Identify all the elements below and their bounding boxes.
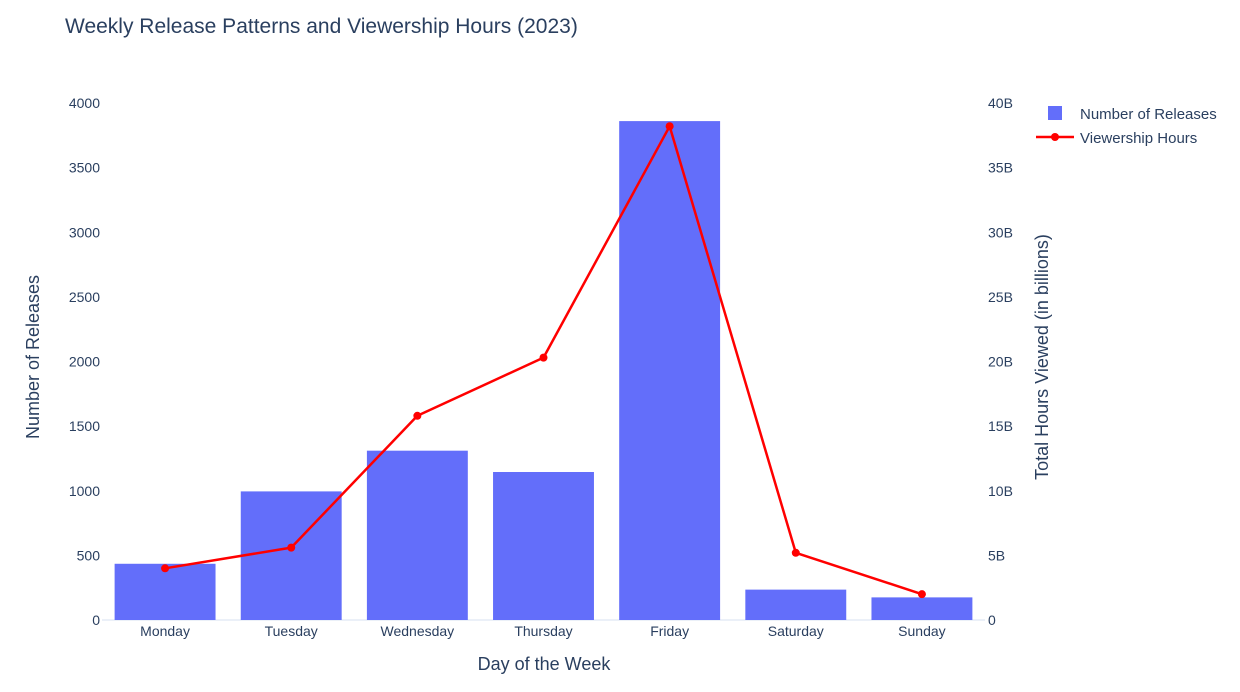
bars-layer — [114, 121, 973, 620]
legend-item-releases[interactable]: Number of Releases — [1048, 106, 1217, 123]
y-tick-label: 4000 — [69, 95, 100, 111]
right-axis-ticks: 0 5B 10B 15B 20B 25B 30B 35B 40B — [988, 95, 1013, 628]
viewership-point-saturday — [791, 548, 800, 557]
viewership-point-sunday — [917, 590, 926, 599]
viewership-point-tuesday — [287, 543, 296, 552]
bar-wednesday — [366, 450, 468, 620]
viewership-point-thursday — [539, 353, 548, 362]
legend-label-viewership: Viewership Hours — [1080, 130, 1197, 147]
left-axis-ticks: 0 500 1000 1500 2000 2500 3000 3500 4000 — [69, 95, 100, 628]
legend[interactable]: Number of Releases Viewership Hours — [1036, 106, 1217, 147]
bar-monday — [114, 563, 216, 620]
y-tick-label: 3000 — [69, 224, 100, 240]
chart-title: Weekly Release Patterns and Viewership H… — [65, 15, 578, 38]
y2-tick-label: 40B — [988, 95, 1013, 111]
bar-saturday — [745, 589, 847, 620]
y2-tick-label: 5B — [988, 547, 1005, 563]
legend-item-viewership[interactable]: Viewership Hours — [1036, 130, 1197, 147]
y-tick-label: 1000 — [69, 483, 100, 499]
bar-friday — [619, 121, 721, 620]
y-tick-label: 3500 — [69, 160, 100, 176]
viewership-point-friday — [665, 122, 674, 131]
legend-marker-swatch — [1051, 133, 1059, 141]
y2-tick-label: 20B — [988, 354, 1013, 370]
y2-tick-label: 25B — [988, 289, 1013, 305]
x-axis-ticks: Monday Tuesday Wednesday Thursday Friday Satu… — [140, 623, 946, 639]
y-tick-label: 2500 — [69, 289, 100, 305]
y-tick-label: 1500 — [69, 418, 100, 434]
viewership-point-wednesday — [413, 411, 422, 420]
x-tick-label: Sunday — [898, 623, 945, 639]
bar-thursday — [493, 472, 594, 620]
viewership-point-monday — [161, 564, 170, 573]
bar-sunday — [871, 597, 973, 620]
y-tick-label: 500 — [77, 547, 101, 563]
y2-tick-label: 0 — [988, 612, 996, 628]
y-axis-title: Number of Releases — [23, 275, 43, 439]
y2-axis-title: Total Hours Viewed (in billions) — [1032, 234, 1052, 480]
legend-label-releases: Number of Releases — [1080, 106, 1217, 123]
y2-tick-label: 30B — [988, 224, 1013, 240]
y-tick-label: 2000 — [69, 354, 100, 370]
line-layer — [161, 122, 926, 599]
x-tick-label: Saturday — [768, 623, 824, 639]
y2-tick-label: 35B — [988, 160, 1013, 176]
x-tick-label: Monday — [140, 623, 190, 639]
x-tick-label: Friday — [650, 623, 689, 639]
y2-tick-label: 10B — [988, 483, 1013, 499]
legend-bar-swatch — [1048, 106, 1062, 120]
y-tick-label: 0 — [92, 612, 100, 628]
x-axis-title: Day of the Week — [478, 654, 612, 674]
x-tick-label: Wednesday — [381, 623, 455, 639]
x-tick-label: Tuesday — [265, 623, 318, 639]
x-tick-label: Thursday — [514, 623, 572, 639]
y2-tick-label: 15B — [988, 418, 1013, 434]
